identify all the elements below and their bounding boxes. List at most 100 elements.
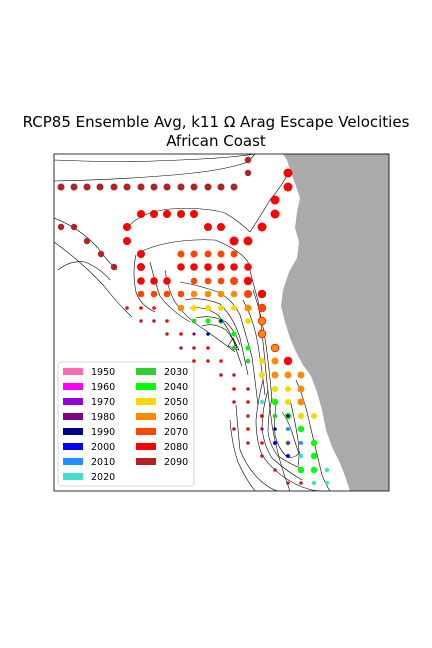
point-2080 [192, 359, 196, 363]
legend-swatch-1980 [63, 413, 83, 420]
contour-line-10 [184, 298, 249, 376]
point-2080 [260, 441, 264, 445]
point-2070 [244, 290, 252, 298]
point-2060 [297, 398, 305, 406]
point-2020 [259, 399, 265, 405]
point-2060 [244, 304, 252, 312]
point-2090 [97, 250, 105, 258]
point-2080 [283, 356, 293, 366]
point-2070 [163, 290, 171, 298]
legend-swatch-2090 [136, 458, 156, 465]
point-2090 [70, 183, 78, 191]
point-2090 [152, 319, 156, 323]
plot-frame [53, 153, 390, 492]
point-2080 [190, 210, 198, 218]
point-2030 [231, 345, 237, 351]
point-2050 [245, 318, 251, 324]
point-2080 [229, 236, 239, 246]
point-2040 [297, 466, 305, 474]
point-1990 [273, 427, 277, 431]
contour-line-16 [252, 289, 273, 401]
point-2080 [137, 210, 145, 218]
contour-line-3 [54, 241, 133, 318]
legend-label-2050: 2050 [164, 397, 188, 408]
point-2090 [57, 183, 65, 191]
point-2080 [123, 223, 131, 231]
point-2090 [110, 183, 118, 191]
point-2050 [259, 372, 265, 378]
legend-label-2030: 2030 [164, 367, 188, 378]
point-2080 [246, 427, 250, 431]
point-2030 [191, 318, 197, 324]
point-1990 [219, 319, 223, 323]
point-2060 [271, 344, 279, 352]
point-2090 [244, 156, 252, 164]
point-2070 [150, 290, 158, 298]
point-2080 [283, 168, 293, 178]
point-2020 [311, 480, 317, 486]
point-2080 [260, 414, 264, 418]
point-2090 [286, 481, 290, 485]
point-2080 [243, 276, 253, 286]
point-2090 [230, 183, 238, 191]
point-2090 [70, 223, 78, 231]
point-2060 [297, 385, 305, 393]
point-2090 [163, 183, 171, 191]
point-2090 [232, 427, 236, 431]
point-2010 [299, 441, 303, 445]
point-2080 [232, 387, 236, 391]
point-2090 [246, 414, 250, 418]
legend-swatch-1970 [63, 398, 83, 405]
land-mass [281, 154, 389, 491]
point-2080 [179, 332, 183, 336]
point-2070 [137, 290, 145, 298]
point-2090 [150, 183, 158, 191]
point-2060 [271, 371, 279, 379]
contour-line-23 [235, 404, 279, 491]
legend-label-1980: 1980 [91, 412, 115, 423]
point-2020 [324, 480, 330, 486]
point-2050 [218, 305, 224, 311]
point-2040 [310, 439, 318, 447]
chart-title-line1: RCP85 Ensemble Avg, k11 Ω Arag Escape Ve… [22, 113, 410, 131]
point-2080 [270, 195, 280, 205]
legend-swatch-2080 [136, 443, 156, 450]
point-2090 [179, 346, 183, 350]
point-2080 [177, 210, 185, 218]
point-2080 [246, 400, 250, 404]
point-2090 [206, 359, 210, 363]
legend: 1950 1960 1970 1980 1990 2000 2010 2020 2030 2040… [57, 361, 195, 487]
point-2080 [123, 237, 131, 245]
point-2040 [271, 398, 279, 406]
contour-line-26 [57, 261, 111, 281]
point-2060 [297, 371, 305, 379]
point-2080 [283, 182, 293, 192]
point-2090 [96, 183, 104, 191]
legend-swatch-1990 [63, 428, 83, 435]
point-2060 [230, 290, 238, 298]
point-1980 [260, 427, 264, 431]
legend-label-1950: 1950 [91, 367, 115, 378]
point-2080 [270, 209, 280, 219]
point-2090 [57, 223, 65, 231]
point-2080 [257, 289, 267, 299]
contour-line-13 [201, 324, 238, 349]
point-2060 [190, 290, 198, 298]
point-2080 [244, 263, 252, 271]
point-2080 [165, 319, 169, 323]
legend-swatch-2030 [136, 368, 156, 375]
point-2090 [125, 306, 129, 310]
point-2050 [311, 413, 317, 419]
point-2040 [231, 331, 237, 337]
point-2090 [217, 183, 225, 191]
contour-line-2 [54, 217, 118, 271]
point-1990 [206, 332, 210, 336]
point-2050 [285, 386, 291, 392]
point-2030 [272, 413, 278, 419]
legend-label-1990: 1990 [91, 427, 115, 438]
point-2090 [299, 481, 303, 485]
point-2060 [204, 290, 212, 298]
point-2070 [190, 277, 198, 285]
point-2090 [137, 183, 145, 191]
contour-line-5 [133, 254, 156, 313]
